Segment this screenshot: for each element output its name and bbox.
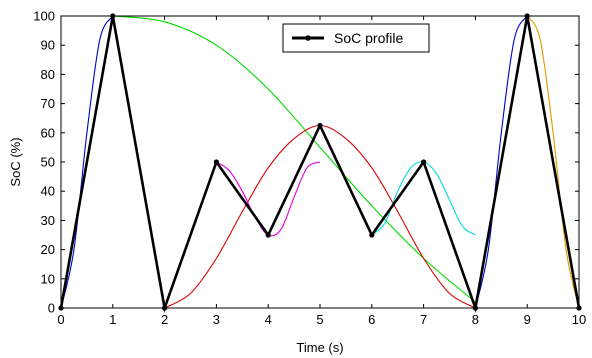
y-axis-label: SoC (%) (8, 137, 23, 186)
x-tick-label: 9 (524, 312, 531, 327)
x-tick-label: 1 (109, 312, 116, 327)
x-tick-label: 10 (572, 312, 586, 327)
x-tick-label: 2 (161, 312, 168, 327)
x-tick-label: 6 (368, 312, 375, 327)
y-tick-label: 80 (41, 67, 55, 82)
data-point (369, 232, 375, 238)
legend-entry-soc-profile: SoC profile (334, 30, 403, 46)
y-tick-label: 100 (33, 9, 55, 24)
series-soc-profile (58, 13, 582, 314)
x-tick-label: 8 (472, 312, 479, 327)
y-axis-ticks: 0 10 20 30 40 50 60 70 80 90 100 (33, 9, 579, 316)
data-point (317, 122, 323, 129)
x-tick-label: 0 (57, 312, 64, 327)
y-tick-label: 20 (41, 242, 55, 257)
data-point (265, 232, 271, 238)
y-tick-label: 60 (41, 125, 55, 140)
y-tick-label: 30 (41, 213, 55, 228)
legend: SoC profile (282, 23, 430, 53)
x-tick-label: 7 (420, 312, 427, 327)
x-axis-ticks: 0 1 2 3 4 5 6 7 8 9 10 (57, 16, 586, 327)
y-tick-label: 10 (41, 271, 55, 286)
fit-curve-5 (474, 15, 528, 309)
fit-curve-0 (60, 15, 114, 309)
x-tick-label: 3 (213, 312, 220, 327)
y-tick-label: 40 (41, 184, 55, 199)
legend-marker (305, 35, 311, 41)
fit-curve-2 (164, 124, 476, 309)
fit-curve-3 (216, 161, 321, 237)
y-tick-label: 50 (41, 155, 55, 170)
fit-curve-6 (526, 15, 580, 309)
x-tick-label: 4 (265, 312, 272, 327)
y-tick-label: 0 (48, 301, 55, 316)
data-point (213, 159, 219, 165)
x-axis-label: Time (s) (296, 340, 343, 355)
y-tick-label: 70 (41, 96, 55, 111)
y-tick-label: 90 (41, 38, 55, 53)
fit-curve-4 (371, 161, 476, 236)
data-point (421, 159, 427, 165)
x-tick-label: 5 (316, 312, 323, 327)
fit-curve-1 (112, 15, 476, 303)
